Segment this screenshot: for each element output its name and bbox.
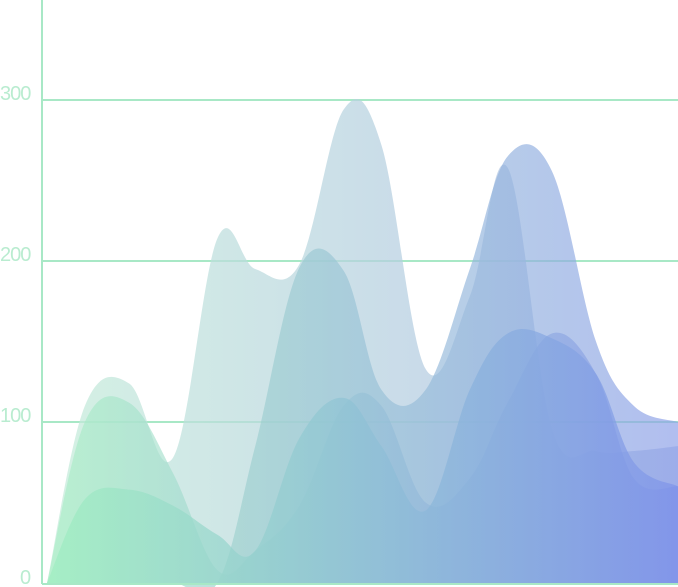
series-area-4 bbox=[47, 328, 678, 584]
y-tick-labels: 0 100 200 300 bbox=[0, 83, 32, 587]
series-areas bbox=[47, 98, 678, 587]
y-tick-label-300: 300 bbox=[0, 83, 31, 105]
y-tick-label-200: 200 bbox=[0, 244, 31, 266]
axes bbox=[41, 0, 678, 585]
y-tick-label-0: 0 bbox=[20, 567, 31, 587]
y-tick-label-100: 100 bbox=[0, 405, 31, 427]
